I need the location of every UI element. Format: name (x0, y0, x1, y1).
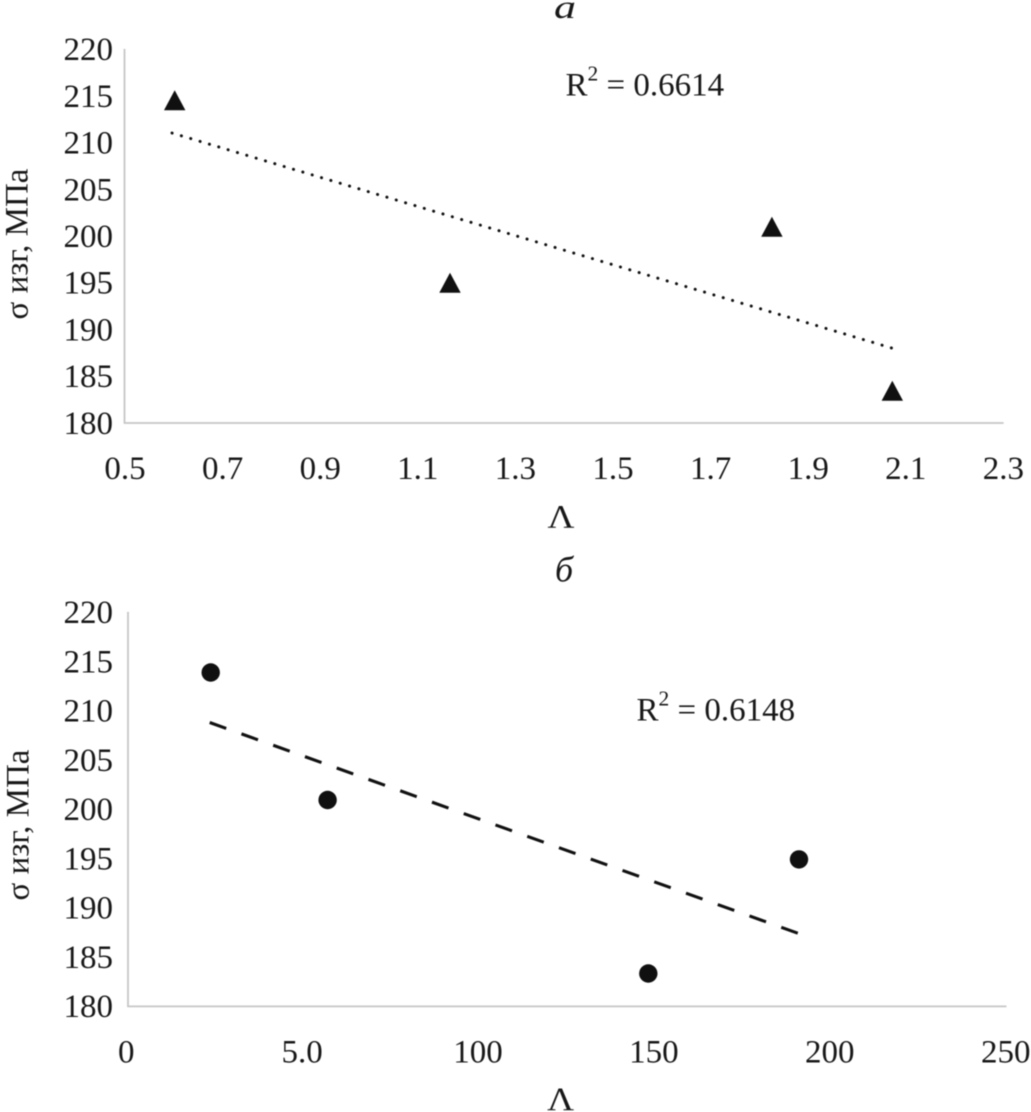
svg-text:б: б (555, 550, 575, 590)
svg-text:185: 185 (64, 940, 114, 976)
svg-text:1.1: 1.1 (397, 451, 438, 487)
svg-text:R2 = 0.6148: R2 = 0.6148 (637, 687, 796, 729)
svg-text:185: 185 (64, 359, 114, 395)
svg-text:100: 100 (453, 1035, 503, 1071)
svg-text:Λ: Λ (548, 499, 575, 535)
svg-text:0: 0 (118, 1035, 135, 1071)
svg-text:150: 150 (629, 1035, 679, 1071)
svg-text:0.9: 0.9 (300, 451, 341, 487)
svg-text:215: 215 (64, 79, 114, 115)
svg-text:2.3: 2.3 (983, 451, 1024, 487)
svg-text:195: 195 (64, 842, 114, 878)
svg-text:а: а (554, 0, 576, 26)
svg-text:1.9: 1.9 (788, 451, 829, 487)
svg-text:5.0: 5.0 (281, 1035, 322, 1071)
svg-text:200: 200 (64, 792, 114, 828)
svg-text:200: 200 (805, 1035, 855, 1071)
svg-text:205: 205 (64, 172, 114, 208)
svg-text:0.7: 0.7 (202, 451, 243, 487)
svg-text:215: 215 (64, 645, 114, 681)
svg-text:250: 250 (981, 1035, 1031, 1071)
svg-text:180: 180 (64, 989, 114, 1025)
svg-text:0.5: 0.5 (104, 451, 145, 487)
svg-text:2.1: 2.1 (885, 451, 926, 487)
svg-text:1.7: 1.7 (690, 451, 731, 487)
svg-text:205: 205 (64, 743, 114, 779)
svg-text:220: 220 (64, 595, 114, 631)
svg-text:1.5: 1.5 (592, 451, 633, 487)
svg-text:200: 200 (64, 219, 114, 255)
svg-text:210: 210 (64, 126, 114, 162)
svg-text:210: 210 (64, 694, 114, 730)
svg-text:180: 180 (64, 406, 114, 442)
svg-text:1.3: 1.3 (495, 451, 536, 487)
svg-text:195: 195 (64, 266, 114, 302)
svg-text:220: 220 (64, 32, 114, 68)
svg-text:190: 190 (64, 312, 114, 348)
svg-text:Λ: Λ (547, 1082, 574, 1112)
svg-text:σ изг, МПа: σ изг, МПа (0, 168, 36, 319)
svg-text:190: 190 (64, 891, 114, 927)
svg-text:σ изг, МПа: σ изг, МПа (1, 749, 37, 900)
